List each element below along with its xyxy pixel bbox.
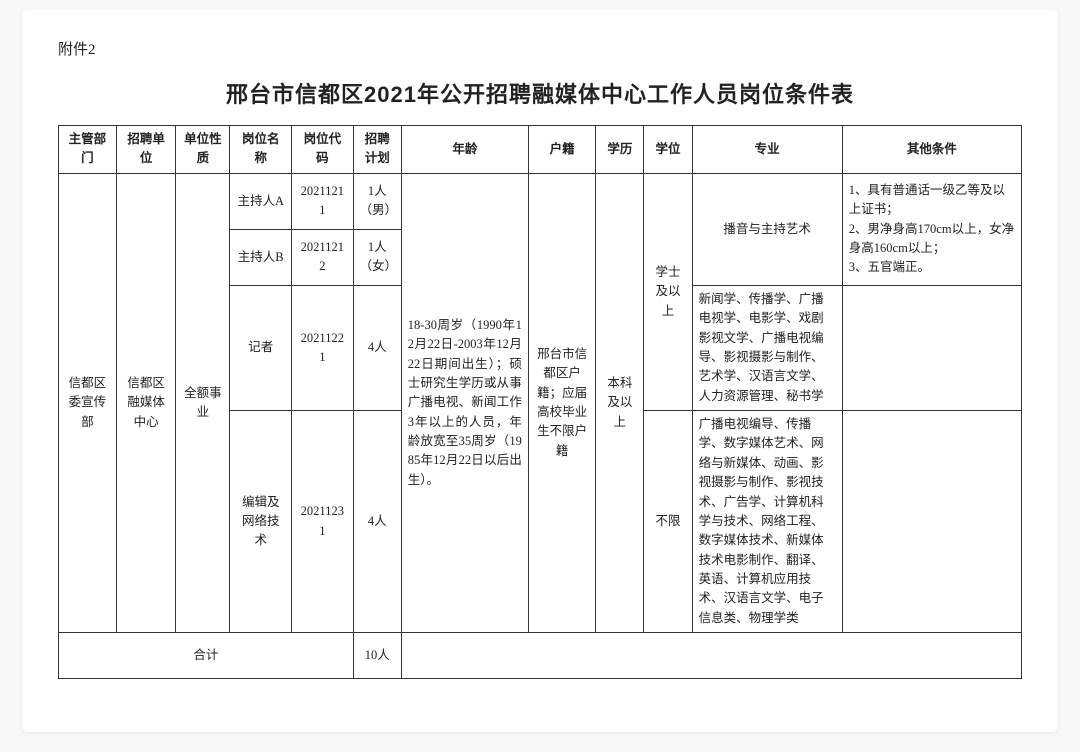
cell-pos: 编辑及网络技术 bbox=[230, 411, 292, 633]
col-huji: 户籍 bbox=[528, 126, 595, 174]
cell-plan: 4人 bbox=[353, 285, 401, 410]
col-dept: 主管部门 bbox=[59, 126, 117, 174]
cell-total-blank bbox=[401, 633, 1021, 679]
cell-plan: 1人（男） bbox=[353, 173, 401, 229]
cell-code: 20211212 bbox=[292, 229, 354, 285]
cell-dept: 信都区委宣传部 bbox=[59, 173, 117, 632]
cell-total-label: 合计 bbox=[59, 633, 354, 679]
cell-other-3 bbox=[842, 411, 1021, 633]
document-title: 邢台市信都区2021年公开招聘融媒体中心工作人员岗位条件表 bbox=[58, 77, 1022, 109]
cell-deg-top: 学士及以上 bbox=[644, 173, 692, 410]
cell-pos: 记者 bbox=[230, 285, 292, 410]
cell-nature: 全额事业 bbox=[176, 173, 230, 632]
cell-other-1: 1、具有普通话一级乙等及以上证书；2、男净身高170cm以上，女净身高160cm… bbox=[842, 173, 1021, 285]
table-header-row: 主管部门 招聘单位 单位性质 岗位名称 岗位代码 招聘计划 年龄 户籍 学历 学… bbox=[59, 126, 1022, 174]
cell-age: 18-30周岁（1990年12月22日-2003年12月22日期间出生）；硕士研… bbox=[401, 173, 528, 632]
attachment-label: 附件2 bbox=[58, 38, 1022, 59]
cell-total-sum: 10人 bbox=[353, 633, 401, 679]
positions-table: 主管部门 招聘单位 单位性质 岗位名称 岗位代码 招聘计划 年龄 户籍 学历 学… bbox=[58, 125, 1022, 679]
cell-huji: 邢台市信都区户籍；应届高校毕业生不限户籍 bbox=[528, 173, 595, 632]
col-pos: 岗位名称 bbox=[230, 126, 292, 174]
col-edu: 学历 bbox=[596, 126, 644, 174]
cell-pos: 主持人B bbox=[230, 229, 292, 285]
cell-code: 20211211 bbox=[292, 173, 354, 229]
document-page: 附件2 邢台市信都区2021年公开招聘融媒体中心工作人员岗位条件表 主管部门 招… bbox=[22, 10, 1058, 732]
col-code: 岗位代码 bbox=[292, 126, 354, 174]
cell-major-1: 播音与主持艺术 bbox=[692, 173, 842, 285]
cell-pos: 主持人A bbox=[230, 173, 292, 229]
cell-code: 20211221 bbox=[292, 285, 354, 410]
cell-plan: 4人 bbox=[353, 411, 401, 633]
table-total-row: 合计 10人 bbox=[59, 633, 1022, 679]
cell-deg-bottom: 不限 bbox=[644, 411, 692, 633]
cell-plan: 1人（女） bbox=[353, 229, 401, 285]
cell-code: 20211231 bbox=[292, 411, 354, 633]
cell-unit: 信都区融媒体中心 bbox=[116, 173, 176, 632]
cell-major-2: 新闻学、传播学、广播电视学、电影学、戏剧影视文学、广播电视编导、影视摄影与制作、… bbox=[692, 285, 842, 410]
col-nat: 单位性质 bbox=[176, 126, 230, 174]
col-unit: 招聘单位 bbox=[116, 126, 176, 174]
col-plan: 招聘计划 bbox=[353, 126, 401, 174]
cell-other-2 bbox=[842, 285, 1021, 410]
cell-major-3: 广播电视编导、传播学、数字媒体艺术、网络与新媒体、动画、影视摄影与制作、影视技术… bbox=[692, 411, 842, 633]
col-deg: 学位 bbox=[644, 126, 692, 174]
cell-edu: 本科及以上 bbox=[596, 173, 644, 632]
col-major: 专业 bbox=[692, 126, 842, 174]
col-age: 年龄 bbox=[401, 126, 528, 174]
table-row: 信都区委宣传部 信都区融媒体中心 全额事业 主持人A 20211211 1人（男… bbox=[59, 173, 1022, 229]
col-other: 其他条件 bbox=[842, 126, 1021, 174]
